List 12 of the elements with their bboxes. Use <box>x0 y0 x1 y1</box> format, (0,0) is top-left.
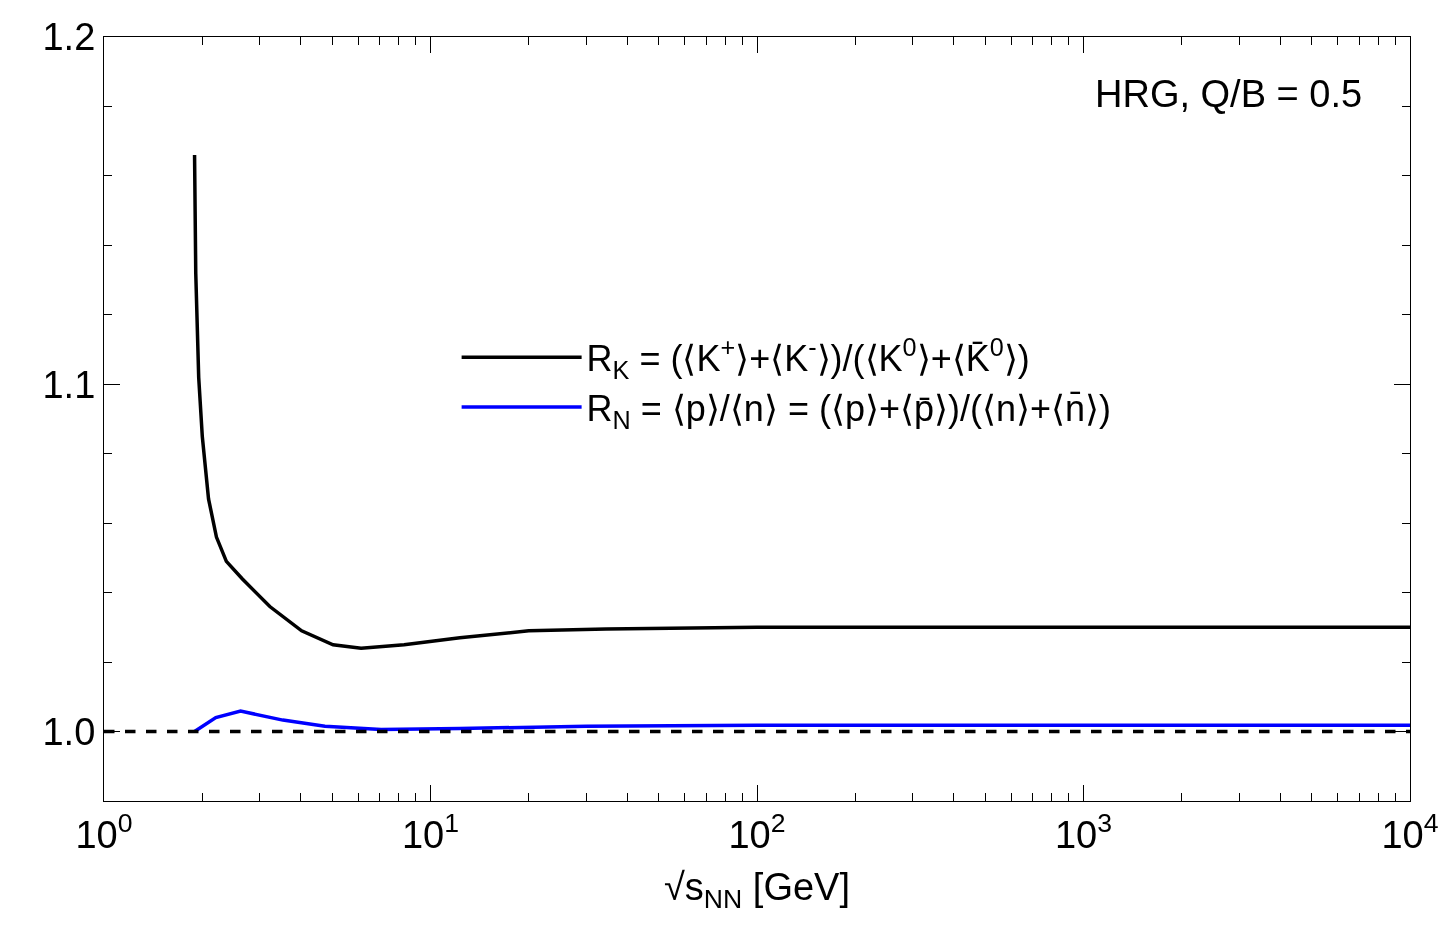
x-tick-label: 10$^{3}$ <box>1054 807 1113 856</box>
y-tick-label: 1.0 <box>42 710 96 753</box>
legend-label: R$_{N}$ = ⟨p⟩/⟨n⟩ = (⟨p⟩+⟨p̄⟩)/(⟨n⟩+⟨n̄⟩) <box>586 388 1112 434</box>
annotation: HRG, Q/B = 0.5 <box>1095 73 1363 115</box>
text: R$_{K}$ = (⟨K$^{+}$⟩+⟨K$^{-}$⟩)/(⟨K$^{0}$⟩+⟨K̄$^{0}$⟩) <box>586 333 1030 384</box>
x-tick-label: 10$^{2}$ <box>728 807 786 856</box>
y-tick-label: 1.1 <box>42 363 96 406</box>
x-tick-label: 10$^{0}$ <box>75 807 133 856</box>
x-tick-label: 10$^{1}$ <box>401 807 460 856</box>
x-axis-title: √s$_{NN}$ [GeV] <box>664 865 850 914</box>
y-tick-label: 1.2 <box>42 16 96 59</box>
x-tick-label: 10$^{4}$ <box>1381 807 1439 856</box>
